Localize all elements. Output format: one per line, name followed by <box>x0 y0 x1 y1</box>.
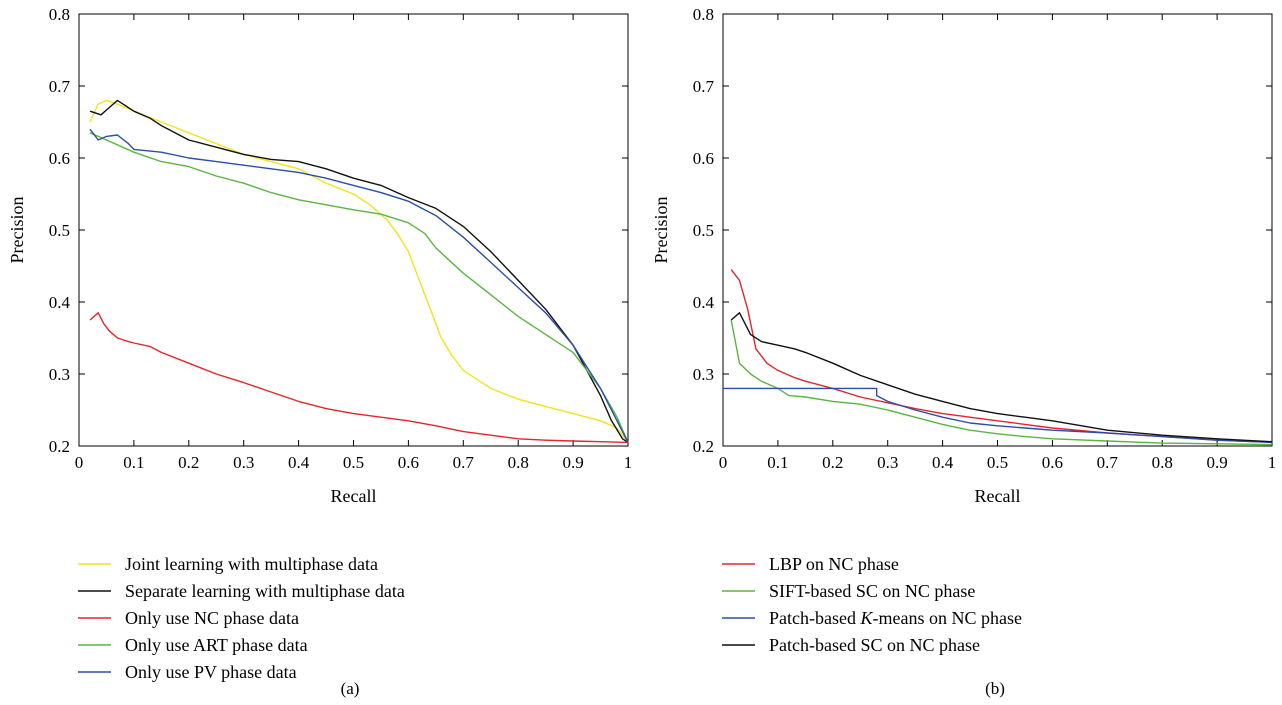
x-tick-label: 0.6 <box>398 453 419 472</box>
x-tick-label: 0.3 <box>233 453 254 472</box>
x-tick-label: 0.8 <box>508 453 529 472</box>
y-tick-label: 0.8 <box>693 5 714 24</box>
legend-entry: SIFT-based SC on NC phase <box>769 581 975 601</box>
y-tick-label: 0.7 <box>693 77 715 96</box>
series-line-1 <box>89 99 629 443</box>
legend-entry: Joint learning with multiphase data <box>125 554 378 574</box>
x-tick-label: 0.5 <box>987 453 1008 472</box>
y-tick-label: 0.2 <box>49 437 70 456</box>
x-axis-label: Recall <box>975 486 1021 506</box>
x-tick-label: 0.8 <box>1152 453 1173 472</box>
y-tick-label: 0.4 <box>693 293 715 312</box>
legend-entry: Only use PV phase data <box>125 662 297 682</box>
y-axis-label: Precision <box>7 197 27 264</box>
x-axis-label: Recall <box>331 486 377 506</box>
x-tick-label: 0.2 <box>822 453 843 472</box>
legend-entry: Patch-based SC on NC phase <box>769 635 980 655</box>
x-tick-label: 1 <box>1268 453 1277 472</box>
legend: Joint learning with multiphase data Separ… <box>78 554 405 682</box>
y-tick-label: 0.4 <box>49 293 71 312</box>
x-tick-label: 0 <box>719 453 728 472</box>
y-tick-label: 0.5 <box>49 221 70 240</box>
legend-entry: LBP on NC phase <box>769 554 899 574</box>
panel-caption: (a) <box>341 679 360 698</box>
series-line-3 <box>723 387 1273 444</box>
x-tick-label: 0.4 <box>932 453 954 472</box>
legend: LBP on NC phase SIFT-based SC on NC phase… <box>722 554 1022 655</box>
y-tick-label: 0.6 <box>693 149 714 168</box>
panel-caption: (b) <box>985 679 1005 698</box>
x-tick-label: 0.5 <box>343 453 364 472</box>
x-tick-label: 0.7 <box>1097 453 1119 472</box>
chart-panel-b: 0 0.1 0.2 0.3 0.4 0.5 0.6 0.7 0.8 0.9 1 0.2 0.3 0.4 0.… <box>651 5 1276 698</box>
legend-italic-k: K <box>859 608 873 628</box>
x-tick-label: 0 <box>75 453 84 472</box>
series-line-2 <box>730 319 1273 446</box>
x-tick-label: 0.3 <box>877 453 898 472</box>
x-tick-label: 1 <box>624 453 633 472</box>
y-tick-label: 0.2 <box>693 437 714 456</box>
series-line-2 <box>89 99 629 443</box>
x-tick-label: 0.2 <box>178 453 199 472</box>
series-line-4 <box>89 132 629 443</box>
x-tick-label: 0.9 <box>562 453 583 472</box>
y-tick-label: 0.5 <box>693 221 714 240</box>
legend-entry: Patch-based K-means on NC phase <box>769 608 1022 628</box>
legend-entry: Only use ART phase data <box>125 635 308 655</box>
legend-entry: Separate learning with multiphase data <box>125 581 405 601</box>
y-axis-label: Precision <box>651 197 671 264</box>
series-line-5 <box>89 128 629 443</box>
x-tick-label: 0.1 <box>123 453 144 472</box>
x-tick-label: 0.6 <box>1042 453 1063 472</box>
chart-panel-a: 0 0.1 0.2 0.3 0.4 0.5 0.6 0.7 0.8 0.9 1 0.2 0.3 0.4 0.… <box>7 5 632 698</box>
series-line-1 <box>730 269 1273 444</box>
y-tick-label: 0.8 <box>49 5 70 24</box>
x-tick-label: 0.1 <box>767 453 788 472</box>
series-line-3 <box>89 312 629 444</box>
legend-entry: Only use NC phase data <box>125 608 299 628</box>
plot-frame <box>78 13 629 447</box>
y-tick-label: 0.7 <box>49 77 71 96</box>
x-tick-label: 0.7 <box>453 453 475 472</box>
x-tick-label: 0.4 <box>288 453 310 472</box>
series-line-4 <box>730 312 1273 443</box>
y-tick-label: 0.3 <box>49 365 70 384</box>
x-tick-label: 0.9 <box>1206 453 1227 472</box>
y-tick-label: 0.6 <box>49 149 70 168</box>
y-tick-label: 0.3 <box>693 365 714 384</box>
